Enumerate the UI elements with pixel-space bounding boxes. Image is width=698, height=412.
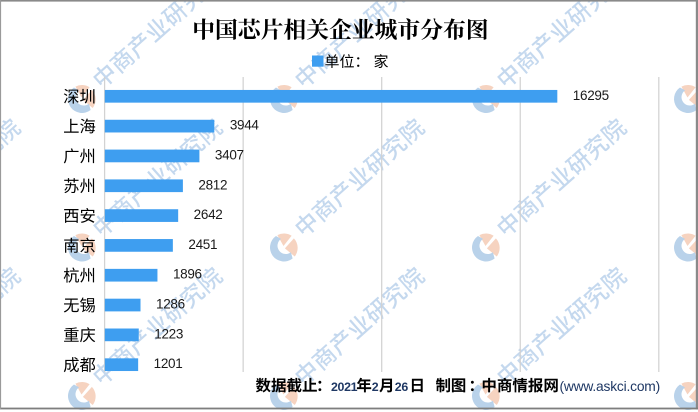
svg-text:2: 2 bbox=[372, 380, 379, 394]
svg-text:3407: 3407 bbox=[215, 147, 244, 162]
svg-text:16295: 16295 bbox=[573, 88, 609, 103]
svg-text:2642: 2642 bbox=[194, 207, 223, 222]
svg-text:1201: 1201 bbox=[154, 356, 183, 371]
svg-text:2451: 2451 bbox=[188, 237, 217, 252]
svg-text:(www.askci.com): (www.askci.com) bbox=[560, 379, 660, 394]
svg-text:2021: 2021 bbox=[331, 380, 358, 394]
svg-text:1896: 1896 bbox=[173, 267, 202, 282]
svg-text:2812: 2812 bbox=[198, 177, 227, 192]
svg-text:1286: 1286 bbox=[156, 297, 185, 312]
svg-text:3944: 3944 bbox=[230, 118, 260, 133]
svg-text:26: 26 bbox=[395, 380, 409, 394]
svg-text:1223: 1223 bbox=[154, 326, 183, 341]
